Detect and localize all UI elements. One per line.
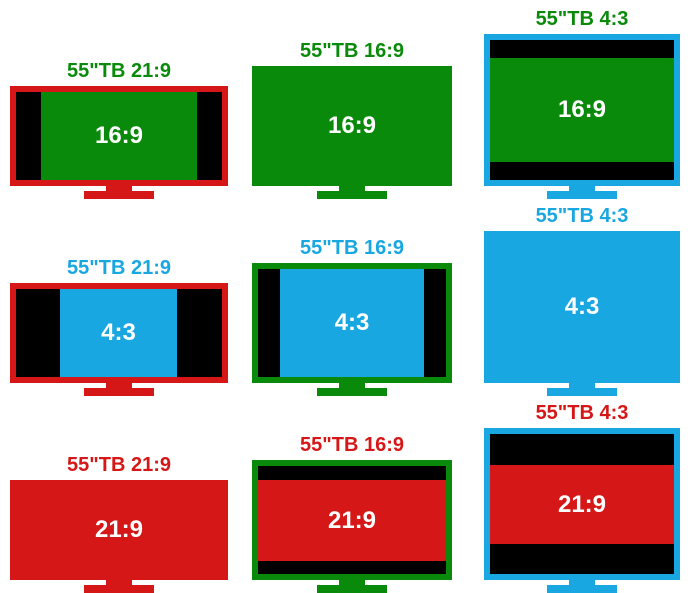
tv: 16:9 — [10, 86, 228, 199]
aspect-ratio-grid: 55"TB 21:9 16:9 55"TB 16:9 16:9 55"TB 4:3 16:… — [0, 0, 698, 560]
tv: 4:3 — [10, 283, 228, 396]
tv: 21:9 — [10, 480, 228, 593]
tv-stand — [84, 383, 154, 396]
cell: 55"TB 4:3 16:9 — [476, 8, 688, 199]
tv-frame: 21:9 — [484, 428, 680, 580]
tv: 16:9 — [252, 66, 452, 199]
tv-frame: 16:9 — [10, 86, 228, 186]
cell: 55"TB 16:9 21:9 — [246, 402, 458, 593]
cell: 55"TB 4:3 4:3 — [476, 205, 688, 396]
cell: 55"TB 16:9 16:9 — [246, 8, 458, 199]
tv-picture: 4:3 — [280, 269, 424, 377]
tv-stand-base — [84, 585, 154, 593]
tv-frame: 21:9 — [252, 460, 452, 580]
aspect-ratio-label: 21:9 — [558, 491, 606, 519]
tv-stand-base — [547, 585, 617, 593]
tv-title: 55"TB 4:3 — [536, 402, 629, 425]
cell: 55"TB 21:9 21:9 — [10, 402, 228, 593]
tv-stand-base — [317, 388, 387, 396]
tv: 21:9 — [484, 428, 680, 593]
tv: 4:3 — [484, 231, 680, 396]
tv-picture: 16:9 — [258, 72, 446, 180]
tv-stand — [317, 580, 387, 593]
tv-picture: 21:9 — [490, 465, 674, 544]
tv-title: 55"TB 21:9 — [67, 60, 171, 83]
cell: 55"TB 21:9 16:9 — [10, 8, 228, 199]
tv-stand — [547, 580, 617, 593]
tv-picture: 16:9 — [41, 92, 197, 180]
tv-stand — [547, 383, 617, 396]
cell: 55"TB 4:3 21:9 — [476, 402, 688, 593]
tv-stand-base — [547, 191, 617, 199]
tv-stand — [317, 186, 387, 199]
tv-frame: 16:9 — [252, 66, 452, 186]
tv-stand — [547, 186, 617, 199]
cell: 55"TB 21:9 4:3 — [10, 205, 228, 396]
aspect-ratio-label: 4:3 — [335, 309, 370, 337]
tv-stand — [317, 383, 387, 396]
tv-title: 55"TB 4:3 — [536, 205, 629, 228]
tv-title: 55"TB 16:9 — [300, 434, 404, 457]
tv-title: 55"TB 16:9 — [300, 40, 404, 63]
cell: 55"TB 16:9 4:3 — [246, 205, 458, 396]
aspect-ratio-label: 4:3 — [565, 293, 600, 321]
aspect-ratio-label: 16:9 — [328, 112, 376, 140]
tv-stand — [84, 580, 154, 593]
tv-title: 55"TB 16:9 — [300, 237, 404, 260]
tv-picture: 21:9 — [258, 480, 446, 561]
tv: 16:9 — [484, 34, 680, 199]
tv-stand — [84, 186, 154, 199]
aspect-ratio-label: 21:9 — [328, 507, 376, 535]
aspect-ratio-label: 21:9 — [95, 516, 143, 544]
tv-frame: 16:9 — [484, 34, 680, 186]
tv-stand-base — [84, 191, 154, 199]
tv-picture: 4:3 — [490, 237, 674, 377]
aspect-ratio-label: 16:9 — [95, 122, 143, 150]
tv-picture: 16:9 — [490, 58, 674, 162]
tv: 21:9 — [252, 460, 452, 593]
tv-title: 55"TB 4:3 — [536, 8, 629, 31]
tv-title: 55"TB 21:9 — [67, 257, 171, 280]
aspect-ratio-label: 4:3 — [101, 319, 136, 347]
tv-stand-base — [317, 585, 387, 593]
tv: 4:3 — [252, 263, 452, 396]
tv-frame: 4:3 — [252, 263, 452, 383]
tv-frame: 4:3 — [484, 231, 680, 383]
tv-picture: 21:9 — [16, 486, 222, 574]
tv-frame: 21:9 — [10, 480, 228, 580]
tv-stand-base — [547, 388, 617, 396]
tv-stand-base — [84, 388, 154, 396]
aspect-ratio-label: 16:9 — [558, 96, 606, 124]
tv-stand-base — [317, 191, 387, 199]
tv-frame: 4:3 — [10, 283, 228, 383]
tv-title: 55"TB 21:9 — [67, 454, 171, 477]
tv-picture: 4:3 — [60, 289, 177, 377]
